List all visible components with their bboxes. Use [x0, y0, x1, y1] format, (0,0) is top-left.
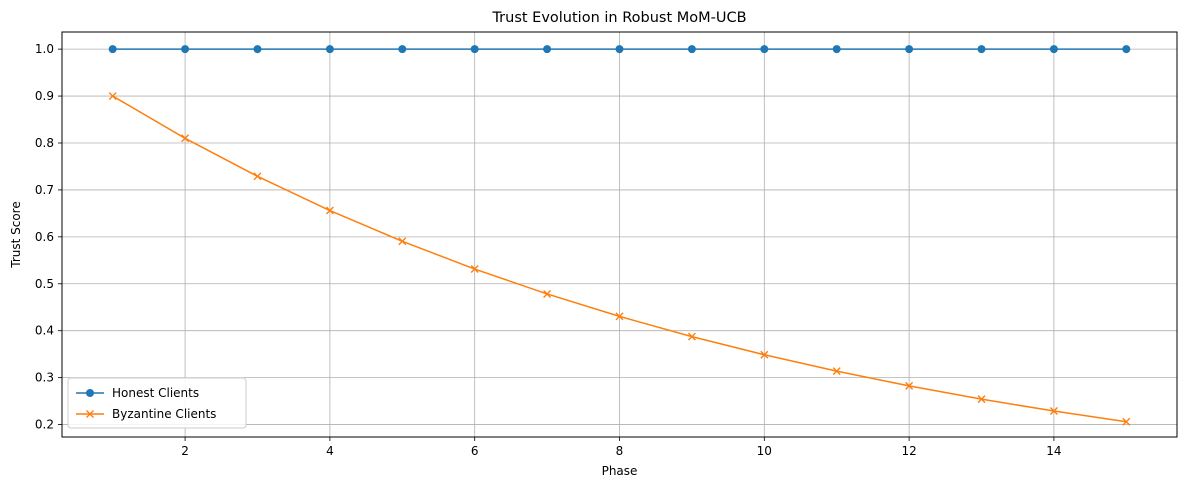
y-tick-label: 0.5 [35, 277, 54, 291]
data-point [687, 332, 696, 341]
legend-swatch-marker [86, 389, 94, 397]
y-tick-label: 0.8 [35, 136, 54, 150]
data-point [543, 289, 552, 298]
x-tick-label: 8 [616, 444, 624, 458]
x-tick-label: 10 [757, 444, 772, 458]
series-layer [108, 45, 1131, 426]
x-tick-label: 12 [901, 444, 916, 458]
y-tick-label: 0.2 [35, 418, 54, 432]
legend-label: Honest Clients [112, 386, 199, 400]
data-point [615, 45, 624, 54]
data-point [108, 92, 117, 101]
legend-item: Byzantine Clients [76, 407, 216, 421]
y-tick-label: 1.0 [35, 42, 54, 56]
series-byzantine-clients [108, 92, 1131, 426]
chart-title: Trust Evolution in Robust MoM-UCB [491, 10, 746, 26]
y-tick-label: 0.3 [35, 371, 54, 385]
data-point [1122, 45, 1131, 54]
data-point [398, 237, 407, 246]
data-point [760, 45, 769, 54]
data-point [470, 265, 479, 274]
data-point [687, 45, 696, 54]
y-tick-label: 0.6 [35, 230, 54, 244]
data-point [977, 45, 986, 54]
data-point [253, 45, 262, 54]
x-tick-label: 4 [326, 444, 334, 458]
y-tick-label: 0.9 [35, 89, 54, 103]
data-point [398, 45, 407, 54]
data-point [1122, 417, 1131, 426]
data-point [760, 350, 769, 359]
data-point [181, 134, 190, 143]
x-tick-label: 6 [471, 444, 479, 458]
x-tick-label: 2 [181, 444, 189, 458]
data-point [615, 312, 624, 321]
data-point [325, 206, 334, 215]
y-tick-label: 0.4 [35, 324, 54, 338]
data-point [905, 381, 914, 390]
grid [62, 32, 1177, 437]
y-tick-label: 0.7 [35, 183, 54, 197]
axis-ticks: 2 4 6 8 10 12 14 0.2 0.3 0.4 0.5 0.6 0.7 0.8 0.9 1.0 [35, 42, 1062, 458]
data-point [905, 45, 914, 54]
legend-item: Honest Clients [76, 386, 199, 400]
legend-label: Byzantine Clients [112, 407, 216, 421]
y-axis-label: Trust Score [9, 201, 23, 269]
series-honest-clients [108, 45, 1131, 54]
data-point [832, 367, 841, 376]
data-point [832, 45, 841, 54]
data-point [1049, 45, 1058, 54]
data-point [108, 45, 117, 54]
data-point [543, 45, 552, 54]
data-point [181, 45, 190, 54]
data-point [977, 395, 986, 404]
x-tick-label: 14 [1046, 444, 1061, 458]
legend-swatch-marker [86, 410, 94, 418]
legend-box [67, 377, 247, 429]
data-point [325, 45, 334, 54]
data-point [253, 172, 262, 181]
data-point [470, 45, 479, 54]
legend: Honest Clients Byzantine Clients [67, 377, 247, 429]
x-axis-label: Phase [602, 464, 638, 478]
data-point [1049, 407, 1058, 416]
